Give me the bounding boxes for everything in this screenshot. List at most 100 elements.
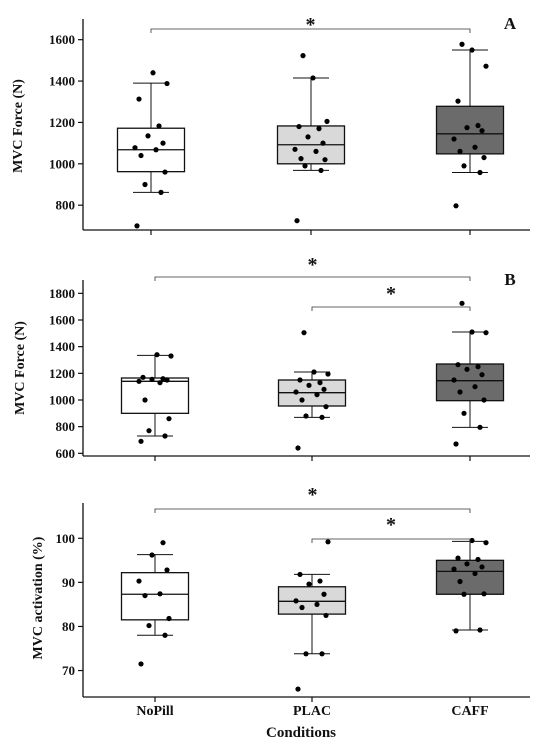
data-point [455,555,461,561]
data-point [319,414,325,420]
data-point [477,424,483,430]
y-tick-label: 800 [56,419,76,434]
data-point [451,136,457,142]
data-point [306,382,312,388]
data-point [164,567,170,573]
data-point [455,98,461,104]
data-point [316,126,322,132]
data-point [294,218,300,224]
significance-bracket: * [154,484,471,513]
data-point [310,75,316,81]
data-point [320,140,326,146]
data-point [298,156,304,162]
box-plac [276,53,346,224]
x-axis-label: Conditions [266,725,336,741]
data-point [162,169,168,175]
y-tick-label: 1800 [49,286,75,301]
box-iqr [435,363,505,402]
box-iqr [435,559,505,595]
data-point [472,384,478,390]
data-point [451,377,457,383]
significance-star: * [386,514,396,536]
data-point [325,539,331,545]
panel-1: 800 1000 1200 1400 1600 MVC Force (N) A * [11,14,530,235]
data-point [138,438,144,444]
data-point [134,223,140,229]
data-point [475,556,481,563]
data-point [475,122,481,129]
data-point [319,651,325,657]
data-point [483,63,489,69]
data-point [477,169,483,176]
data-point [138,152,144,159]
bracket-line [311,538,471,543]
significance-bracket: * [311,283,471,311]
y-axis-label: MVC activation (%) [31,536,46,659]
data-point [293,598,299,604]
data-point [299,397,305,403]
y-axis-label: MVC Force (N) [13,321,28,415]
y-tick-label: 100 [56,531,76,546]
box-caff [435,537,505,634]
data-point [479,564,485,570]
data-point [483,330,489,336]
y-tick-label: 1200 [49,366,75,381]
data-point [313,148,319,154]
data-point [321,591,327,597]
data-point [146,622,152,629]
data-point [295,686,301,692]
data-point [302,163,308,169]
panel-3: 70 80 90 100 NoPill PLAC CAFF MVC activation (%… [31,484,530,719]
data-point [132,145,138,151]
data-point [154,352,160,358]
data-point [451,566,457,572]
data-point [453,628,459,634]
y-tick-label: 600 [56,446,76,461]
data-point [472,144,478,150]
data-point [475,364,481,370]
box-iqr [120,377,190,414]
data-point [136,578,142,584]
data-point [455,362,461,368]
data-point [295,445,301,451]
box-iqr [435,105,505,155]
y-tick-label: 90 [62,575,75,590]
y-tick-label: 800 [56,198,76,213]
data-point [140,374,146,380]
data-point [136,378,142,384]
data-point [322,157,328,163]
data-point [162,433,168,439]
data-point [459,300,465,306]
data-point [303,651,309,657]
data-point [481,154,487,161]
data-point [142,181,148,188]
data-point [459,41,465,47]
box-iqr [120,572,190,621]
data-point [461,410,467,416]
data-point [158,189,164,195]
data-point [142,397,148,403]
y-tick-label: 1600 [49,32,75,47]
data-point [305,134,311,140]
data-point [297,377,303,383]
significance-bracket: * [311,514,471,543]
data-point [157,380,163,386]
box-nopill [120,352,190,444]
data-point [457,389,463,395]
data-point [472,570,478,577]
data-point [166,615,172,622]
panel-label: A [504,14,517,33]
panel-2: 600 800 1000 1200 1400 1600 1800 MVC Force (N) B… [13,254,530,461]
data-point [160,540,166,546]
bracket-line [311,306,471,311]
data-point [296,123,302,130]
box-plac [277,539,347,692]
data-point [477,627,483,633]
data-point [299,604,305,611]
y-tick-label: 1400 [49,339,75,354]
data-point [149,552,155,558]
significance-star: * [306,14,316,36]
data-point [469,329,475,335]
significance-star: * [386,283,396,305]
